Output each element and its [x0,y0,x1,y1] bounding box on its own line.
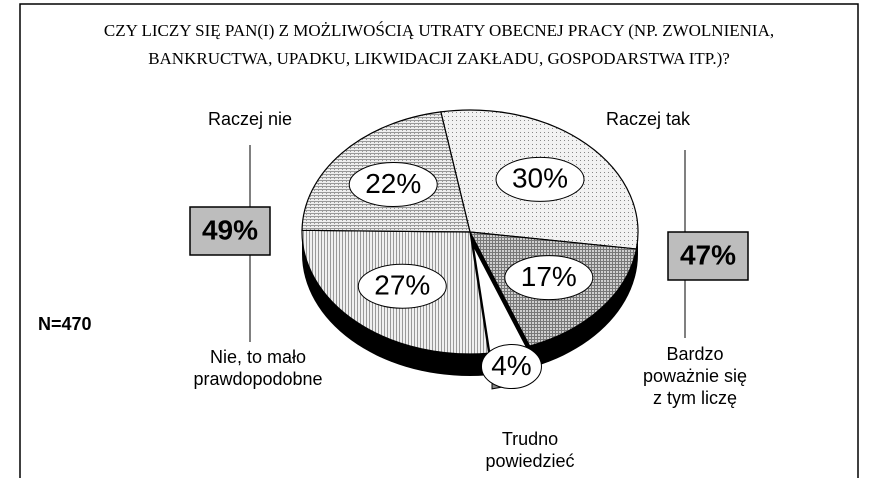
category-label-line: powiedzieć [485,451,574,471]
value-label-bg [504,255,594,301]
value-label: 27% [374,270,430,301]
value-label: 22% [365,168,421,199]
group-label: 47% [680,239,736,270]
value-label: 4% [491,350,531,381]
category-label-line: Raczej tak [606,109,691,129]
category-label-line: z tym liczę [653,388,737,408]
category-label-line: prawdopodobne [193,369,322,389]
category-label: Trudno powiedzieć [485,429,574,471]
category-label-line: Bardzo [666,344,723,364]
value-label: 30% [512,163,568,194]
group-label: 49% [202,214,258,245]
chart-title: BANKRUCTWA, UPADKU, LIKWIDACJI ZAKŁADU, … [148,49,730,68]
category-label: Bardzo poważnie się z tym liczę [643,344,747,408]
value-label-bg [495,156,585,202]
note: N=470 [38,314,92,334]
category-label: Raczej nie [208,109,292,129]
chart-title: CZY LICZY SIĘ PAN(I) Z MOŻLIWOŚCIĄ UTRAT… [104,21,774,40]
value-label-bg [348,162,438,208]
value-label: 17% [521,261,577,292]
category-label-line: Raczej nie [208,109,292,129]
category-label-line: Trudno [502,429,558,449]
frame [19,3,859,478]
category-label-line: Nie, to mało [210,347,306,367]
category-label: Nie, to mało prawdopodobne [193,347,322,389]
group-box [667,231,749,281]
value-label-bg [357,263,447,309]
value-label-bg [480,344,542,390]
category-label: Raczej tak [606,109,691,129]
group-box [189,206,271,256]
category-label-line: poważnie się [643,366,747,386]
